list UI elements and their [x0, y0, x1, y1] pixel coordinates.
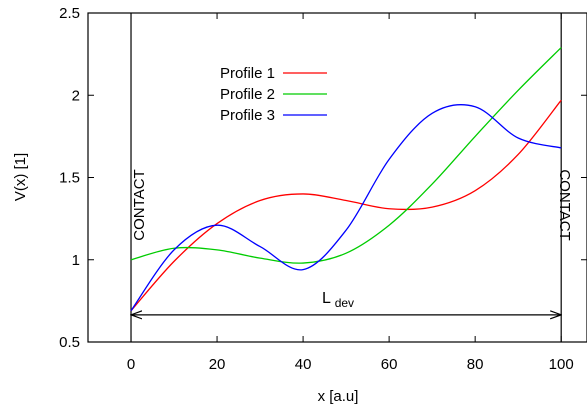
series-layer — [130, 47, 562, 312]
series-line-profile-3 — [130, 104, 562, 312]
y-tick-label: 2.5 — [59, 5, 80, 22]
device-length-label: L dev — [322, 290, 354, 310]
x-axis-label: x [a.u] — [318, 388, 359, 405]
y-tick-label: 1.5 — [59, 170, 80, 187]
contact-boundaries — [130, 13, 562, 342]
device-length-main: L — [322, 290, 331, 307]
left-contact-label: CONTACT — [131, 169, 148, 240]
x-tick-label: 100 — [549, 356, 574, 373]
legend-label-profile-3: Profile 3 — [220, 107, 275, 124]
device-length-sub: dev — [335, 296, 354, 310]
legend: Profile 1 Profile 2 Profile 3 — [220, 65, 327, 124]
x-tick-label: 0 — [127, 356, 135, 373]
y-tick-label: 1 — [72, 252, 80, 269]
y-tick-label: 2 — [72, 87, 80, 104]
x-tick-label: 80 — [467, 356, 484, 373]
plot-frame — [87, 12, 587, 343]
right-contact-label: CONTACT — [556, 169, 573, 240]
x-tick-label: 60 — [381, 356, 398, 373]
legend-label-profile-2: Profile 2 — [220, 86, 275, 103]
series-line-profile-2 — [130, 47, 562, 264]
x-tick-label: 40 — [295, 356, 312, 373]
y-tick-label: 0.5 — [59, 334, 80, 351]
x-tick-label: 20 — [209, 356, 226, 373]
y-axis-label: V(x) [1] — [12, 153, 29, 201]
plot-border — [87, 12, 587, 343]
legend-label-profile-1: Profile 1 — [220, 65, 275, 82]
axis-ticks: 0 20 40 60 80 100 0.5 1 1.5 2 2.5 — [59, 5, 587, 373]
series-line-profile-1 — [130, 99, 562, 312]
